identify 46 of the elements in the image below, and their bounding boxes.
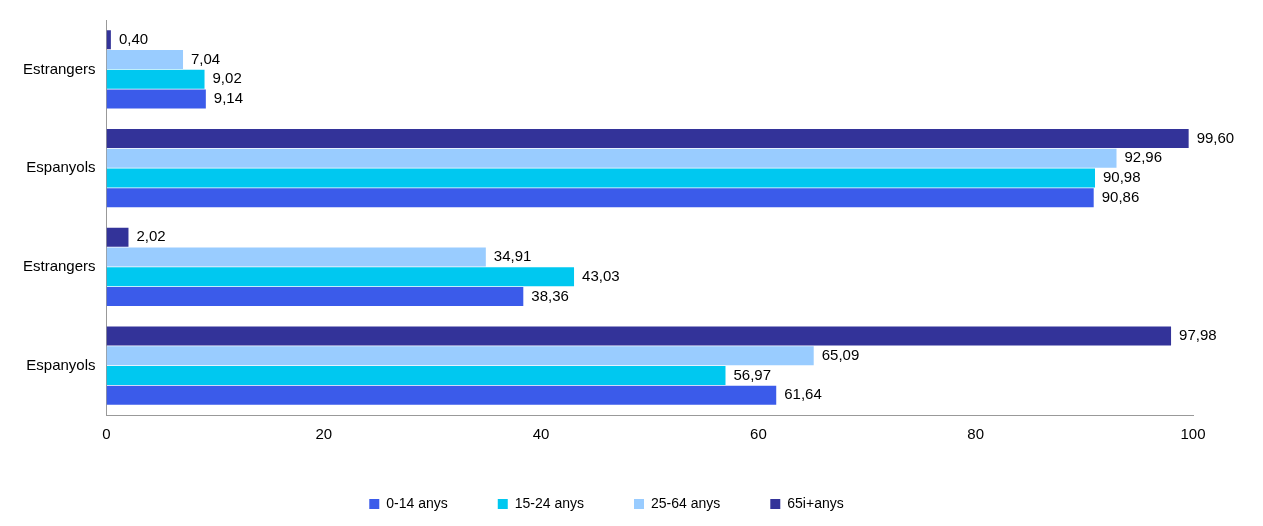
y-tick-label: Estrangers <box>22 59 96 77</box>
bar <box>106 188 1094 208</box>
data-label: 7,04 <box>191 49 221 67</box>
bar <box>106 267 575 287</box>
data-label: 90,86 <box>1101 187 1140 205</box>
legend-label: 25-64 anys <box>651 494 721 511</box>
data-label: 92,96 <box>1124 148 1163 166</box>
data-label: 38,36 <box>531 286 569 304</box>
bar <box>106 385 777 405</box>
data-label: 99,60 <box>1196 128 1235 146</box>
data-label: 43,03 <box>582 266 620 284</box>
y-tick-label: Espanyols <box>26 355 96 373</box>
bar <box>106 50 184 69</box>
data-label: 97,98 <box>1179 326 1217 344</box>
bar <box>106 129 1189 148</box>
bar <box>106 89 206 109</box>
data-label: 56,97 <box>733 365 772 383</box>
data-label: 2,02 <box>136 227 166 245</box>
x-tick-label: 80 <box>967 425 985 443</box>
bar <box>106 227 129 247</box>
data-label: 9,02 <box>212 69 242 87</box>
bar <box>106 30 111 50</box>
data-label: 61,64 <box>784 385 822 403</box>
x-tick-label: 0 <box>102 425 111 443</box>
legend-label: 15-24 anys <box>514 494 585 511</box>
x-tick-label: 60 <box>750 425 767 443</box>
bar <box>106 326 1172 346</box>
bar <box>106 366 726 385</box>
data-label: 0,40 <box>118 29 149 47</box>
legend-label: 65i+anys <box>787 494 844 511</box>
x-tick-label: 100 <box>1180 425 1206 443</box>
data-label: 9,14 <box>213 89 244 107</box>
data-label: 90,98 <box>1103 168 1141 186</box>
legend-label: 0-14 anys <box>386 494 448 511</box>
data-label: 65,09 <box>821 345 860 363</box>
bar <box>106 69 205 89</box>
bar <box>106 287 524 306</box>
x-tick-label: 40 <box>532 425 550 443</box>
bar <box>106 346 814 366</box>
y-tick-label: Espanyols <box>26 158 96 176</box>
bar <box>106 148 1117 168</box>
bar <box>106 168 1095 188</box>
y-tick-label: Estrangers <box>22 257 96 275</box>
x-tick-label: 20 <box>315 425 333 443</box>
data-label: 34,91 <box>493 247 532 265</box>
bar <box>106 247 486 267</box>
